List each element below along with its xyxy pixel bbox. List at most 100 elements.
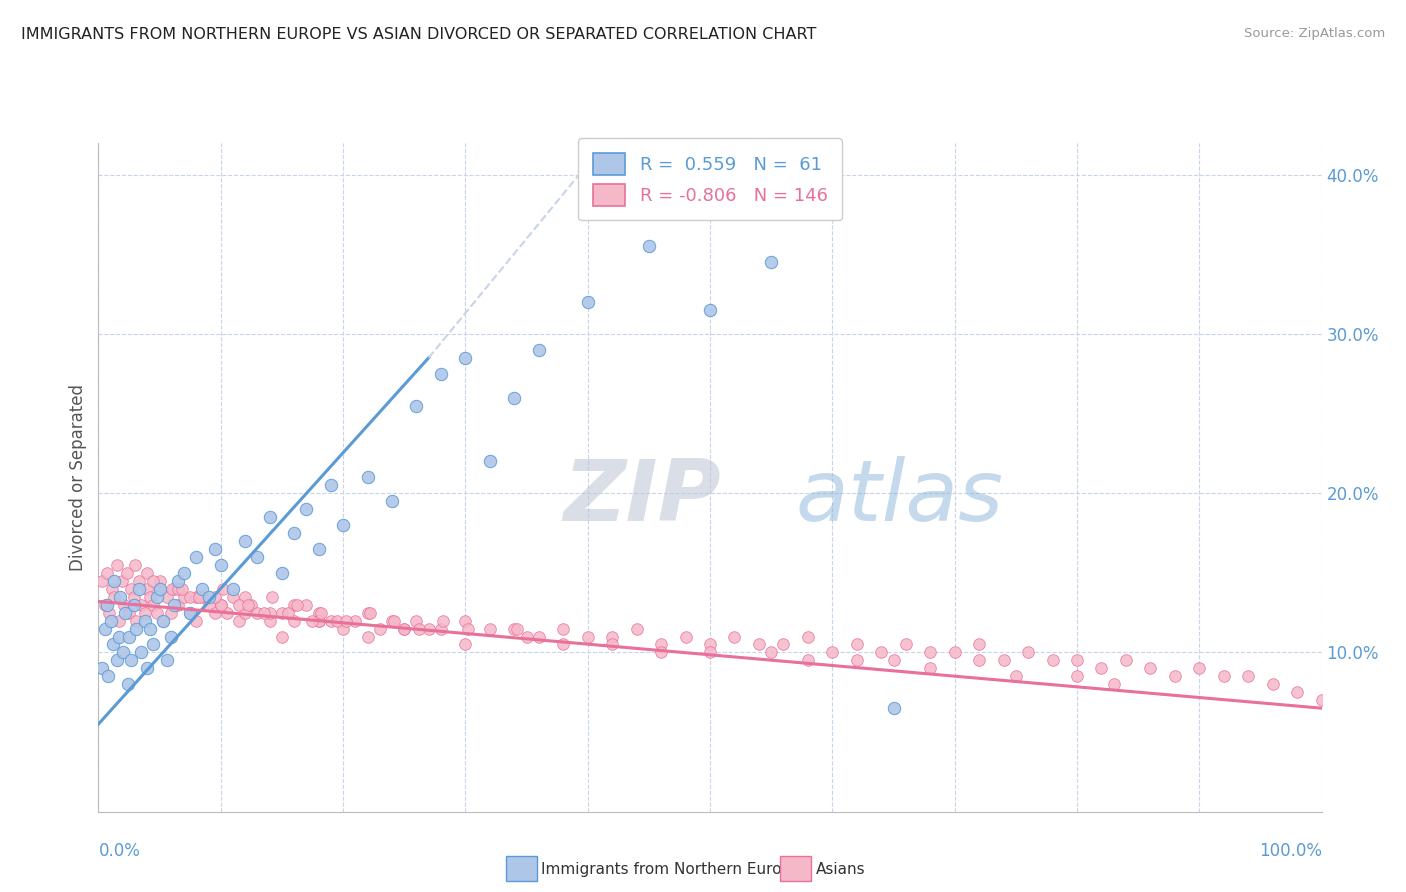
Point <box>506 622 529 636</box>
Point <box>98 606 121 620</box>
Point <box>167 574 190 588</box>
Point <box>191 590 214 604</box>
Point <box>883 653 905 667</box>
Point <box>101 582 124 596</box>
Point <box>430 367 453 381</box>
Point <box>108 630 131 644</box>
Point <box>277 606 299 620</box>
Point <box>845 637 868 651</box>
Point <box>894 637 917 651</box>
Point <box>308 541 330 556</box>
Point <box>883 701 905 715</box>
Point <box>576 295 599 310</box>
Point <box>96 598 118 612</box>
Point <box>821 199 844 213</box>
Point <box>170 582 193 596</box>
Text: IMMIGRANTS FROM NORTHERN EUROPE VS ASIAN DIVORCED OR SEPARATED CORRELATION CHART: IMMIGRANTS FROM NORTHERN EUROPE VS ASIAN… <box>21 27 817 42</box>
Point <box>139 590 162 604</box>
Point <box>335 614 357 628</box>
Point <box>405 399 427 413</box>
Point <box>179 606 201 620</box>
Point <box>319 478 342 492</box>
Point <box>553 622 575 636</box>
Point <box>553 637 575 651</box>
Point <box>149 574 172 588</box>
Point <box>527 343 550 357</box>
Point <box>650 637 672 651</box>
Point <box>129 645 152 659</box>
Legend: R =  0.559   N =  61, R = -0.806   N = 146: R = 0.559 N = 61, R = -0.806 N = 146 <box>578 138 842 220</box>
Point <box>699 645 721 659</box>
Point <box>222 590 245 604</box>
Point <box>118 606 141 620</box>
Point <box>283 526 305 541</box>
Point <box>142 598 165 612</box>
Point <box>142 637 165 651</box>
Point <box>308 614 330 628</box>
Text: 0.0%: 0.0% <box>98 842 141 860</box>
Point <box>430 622 453 636</box>
Point <box>748 637 770 651</box>
Point <box>115 566 138 580</box>
Point <box>650 645 672 659</box>
Point <box>761 645 783 659</box>
Point <box>576 630 599 644</box>
Point <box>159 630 181 644</box>
Point <box>359 606 381 620</box>
Point <box>108 614 131 628</box>
Point <box>478 454 501 468</box>
Text: ZIP: ZIP <box>564 456 721 539</box>
Point <box>222 582 245 596</box>
Point <box>1102 677 1125 691</box>
Point <box>197 598 219 612</box>
Point <box>1139 661 1161 675</box>
Point <box>96 566 118 580</box>
Text: atlas: atlas <box>796 456 1004 539</box>
Point <box>197 590 219 604</box>
Point <box>142 574 165 588</box>
Point <box>125 622 148 636</box>
Point <box>152 614 174 628</box>
Point <box>186 549 208 564</box>
Point <box>128 574 150 588</box>
Point <box>259 614 281 628</box>
Point <box>136 582 159 596</box>
Point <box>146 590 169 604</box>
Point <box>146 606 169 620</box>
Point <box>233 590 256 604</box>
Point <box>149 582 172 596</box>
Point <box>1212 669 1234 683</box>
Point <box>761 255 783 269</box>
Point <box>993 653 1015 667</box>
Point <box>356 470 378 484</box>
Point <box>173 590 195 604</box>
Point <box>723 630 745 644</box>
Point <box>699 303 721 318</box>
Point <box>967 653 990 667</box>
Point <box>209 558 232 572</box>
Point <box>1042 653 1064 667</box>
Point <box>246 549 269 564</box>
Point <box>186 590 208 604</box>
Point <box>159 606 181 620</box>
Point <box>152 614 174 628</box>
Point <box>1066 669 1088 683</box>
Point <box>212 582 235 596</box>
Point <box>309 606 332 620</box>
Point <box>204 541 226 556</box>
Point <box>112 598 135 612</box>
Point <box>209 598 232 612</box>
Point <box>228 614 250 628</box>
Point <box>344 614 367 628</box>
Point <box>124 558 146 572</box>
Point <box>233 606 256 620</box>
Point <box>173 566 195 580</box>
Point <box>516 630 538 644</box>
Point <box>101 637 124 651</box>
Point <box>125 614 148 628</box>
Point <box>527 630 550 644</box>
Point <box>270 606 294 620</box>
Point <box>1066 653 1088 667</box>
Point <box>821 645 844 659</box>
Point <box>699 637 721 651</box>
